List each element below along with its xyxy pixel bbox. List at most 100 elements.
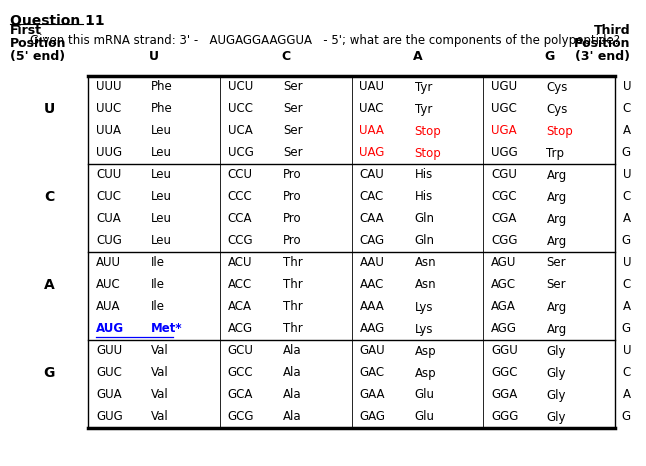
Text: U: U xyxy=(623,169,631,181)
Text: Arg: Arg xyxy=(547,234,567,247)
Text: Phe: Phe xyxy=(151,103,173,116)
Text: CCG: CCG xyxy=(228,234,253,247)
Text: Thr: Thr xyxy=(283,279,303,292)
Text: Ala: Ala xyxy=(283,411,302,424)
Text: Glu: Glu xyxy=(415,389,435,402)
Text: G: G xyxy=(622,146,631,159)
Text: AGC: AGC xyxy=(491,279,516,292)
Text: Pro: Pro xyxy=(283,234,302,247)
Text: GGC: GGC xyxy=(491,366,517,379)
Text: UCA: UCA xyxy=(228,124,253,137)
Text: ACG: ACG xyxy=(228,322,253,336)
Text: Val: Val xyxy=(151,389,169,402)
Text: GUU: GUU xyxy=(96,344,122,357)
Text: Thr: Thr xyxy=(283,301,303,314)
Text: C: C xyxy=(281,50,290,63)
Text: Leu: Leu xyxy=(151,169,172,181)
Text: UGU: UGU xyxy=(491,81,517,94)
Text: AAG: AAG xyxy=(360,322,385,336)
Text: GAU: GAU xyxy=(360,344,385,357)
Text: Leu: Leu xyxy=(151,234,172,247)
Text: G: G xyxy=(43,366,55,380)
Text: GCU: GCU xyxy=(228,344,254,357)
Text: CUA: CUA xyxy=(96,212,121,226)
Text: Thr: Thr xyxy=(283,256,303,269)
Text: UUU: UUU xyxy=(96,81,121,94)
Text: Ile: Ile xyxy=(151,301,165,314)
Text: C: C xyxy=(623,279,631,292)
Text: G: G xyxy=(622,234,631,247)
Text: First: First xyxy=(10,24,42,37)
Text: Ala: Ala xyxy=(283,389,302,402)
Text: A: A xyxy=(44,278,54,292)
Text: Question 11: Question 11 xyxy=(10,14,105,28)
Text: Ala: Ala xyxy=(283,366,302,379)
Text: AAC: AAC xyxy=(360,279,384,292)
Text: Gly: Gly xyxy=(547,366,566,379)
Text: His: His xyxy=(415,191,433,204)
Text: CUC: CUC xyxy=(96,191,121,204)
Text: GAA: GAA xyxy=(360,389,385,402)
Text: Ser: Ser xyxy=(547,256,566,269)
Text: GGG: GGG xyxy=(491,411,519,424)
Text: His: His xyxy=(415,169,433,181)
Text: UUG: UUG xyxy=(96,146,122,159)
Text: Ile: Ile xyxy=(151,279,165,292)
Text: Ser: Ser xyxy=(283,124,302,137)
Text: Lys: Lys xyxy=(415,301,433,314)
Text: UCC: UCC xyxy=(228,103,253,116)
Text: Val: Val xyxy=(151,411,169,424)
Text: UAG: UAG xyxy=(360,146,385,159)
Text: AAU: AAU xyxy=(360,256,384,269)
Text: Glu: Glu xyxy=(415,411,435,424)
Text: Val: Val xyxy=(151,366,169,379)
Text: C: C xyxy=(623,103,631,116)
Text: UAU: UAU xyxy=(360,81,384,94)
Text: CGC: CGC xyxy=(491,191,517,204)
Text: AGA: AGA xyxy=(491,301,516,314)
Text: ACU: ACU xyxy=(228,256,252,269)
Text: GAG: GAG xyxy=(360,411,386,424)
Text: Third: Third xyxy=(594,24,630,37)
Text: CUG: CUG xyxy=(96,234,122,247)
Text: Arg: Arg xyxy=(547,191,567,204)
Text: Gly: Gly xyxy=(547,344,566,357)
Text: Arg: Arg xyxy=(547,301,567,314)
Text: GCC: GCC xyxy=(228,366,253,379)
Text: GGU: GGU xyxy=(491,344,518,357)
Text: U: U xyxy=(623,81,631,94)
Text: ACA: ACA xyxy=(228,301,252,314)
Text: CCA: CCA xyxy=(228,212,252,226)
Text: Val: Val xyxy=(151,344,169,357)
Text: AUG: AUG xyxy=(96,322,124,336)
Text: UCU: UCU xyxy=(228,81,253,94)
Text: UAA: UAA xyxy=(360,124,384,137)
Text: Asn: Asn xyxy=(415,279,436,292)
Text: Position: Position xyxy=(10,37,67,50)
Text: Given this mRNA strand: 3' -   AUGAGGAAGGUA   - 5'; what are the components of t: Given this mRNA strand: 3' - AUGAGGAAGGU… xyxy=(30,34,620,47)
Text: Pro: Pro xyxy=(283,212,302,226)
Text: Position: Position xyxy=(574,37,630,50)
Text: Tyr: Tyr xyxy=(415,81,432,94)
Text: U: U xyxy=(623,256,631,269)
Text: Lys: Lys xyxy=(415,322,433,336)
Text: GUG: GUG xyxy=(96,411,123,424)
Text: Arg: Arg xyxy=(547,169,567,181)
Text: (3' end): (3' end) xyxy=(575,50,630,63)
Text: Leu: Leu xyxy=(151,146,172,159)
Text: Gln: Gln xyxy=(415,234,435,247)
Text: Leu: Leu xyxy=(151,191,172,204)
Text: Ser: Ser xyxy=(547,279,566,292)
Text: CCC: CCC xyxy=(228,191,253,204)
Text: GAC: GAC xyxy=(360,366,384,379)
Text: CAC: CAC xyxy=(360,191,384,204)
Text: GUA: GUA xyxy=(96,389,121,402)
Text: Tyr: Tyr xyxy=(415,103,432,116)
Text: Gly: Gly xyxy=(547,411,566,424)
Text: UGG: UGG xyxy=(491,146,518,159)
Text: AUC: AUC xyxy=(96,279,121,292)
Text: A: A xyxy=(623,212,631,226)
Text: U: U xyxy=(149,50,159,63)
Text: Trp: Trp xyxy=(547,146,565,159)
Text: GCA: GCA xyxy=(228,389,253,402)
